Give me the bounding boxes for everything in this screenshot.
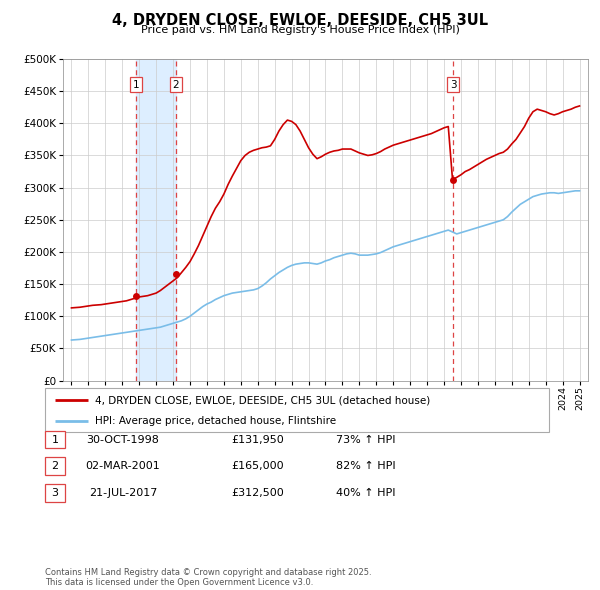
Text: 2: 2 — [173, 80, 179, 90]
Text: 40% ↑ HPI: 40% ↑ HPI — [336, 488, 396, 497]
Text: 1: 1 — [133, 80, 140, 90]
Text: 4, DRYDEN CLOSE, EWLOE, DEESIDE, CH5 3UL: 4, DRYDEN CLOSE, EWLOE, DEESIDE, CH5 3UL — [112, 13, 488, 28]
Text: £312,500: £312,500 — [232, 488, 284, 497]
Text: HPI: Average price, detached house, Flintshire: HPI: Average price, detached house, Flin… — [95, 416, 337, 426]
Text: 73% ↑ HPI: 73% ↑ HPI — [336, 435, 396, 444]
Text: 30-OCT-1998: 30-OCT-1998 — [86, 435, 160, 444]
FancyBboxPatch shape — [45, 388, 549, 432]
Text: 02-MAR-2001: 02-MAR-2001 — [86, 461, 160, 471]
Text: 3: 3 — [450, 80, 457, 90]
Text: 3: 3 — [52, 488, 58, 497]
Text: Contains HM Land Registry data © Crown copyright and database right 2025.
This d: Contains HM Land Registry data © Crown c… — [45, 568, 371, 587]
Text: 4, DRYDEN CLOSE, EWLOE, DEESIDE, CH5 3UL (detached house): 4, DRYDEN CLOSE, EWLOE, DEESIDE, CH5 3UL… — [95, 395, 431, 405]
Bar — [136, 59, 176, 381]
Text: £131,950: £131,950 — [232, 435, 284, 444]
Text: 2: 2 — [52, 461, 58, 471]
Text: 21-JUL-2017: 21-JUL-2017 — [89, 488, 157, 497]
Text: Price paid vs. HM Land Registry's House Price Index (HPI): Price paid vs. HM Land Registry's House … — [140, 25, 460, 35]
Text: 82% ↑ HPI: 82% ↑ HPI — [336, 461, 396, 471]
Text: £165,000: £165,000 — [232, 461, 284, 471]
Text: 1: 1 — [52, 435, 58, 444]
